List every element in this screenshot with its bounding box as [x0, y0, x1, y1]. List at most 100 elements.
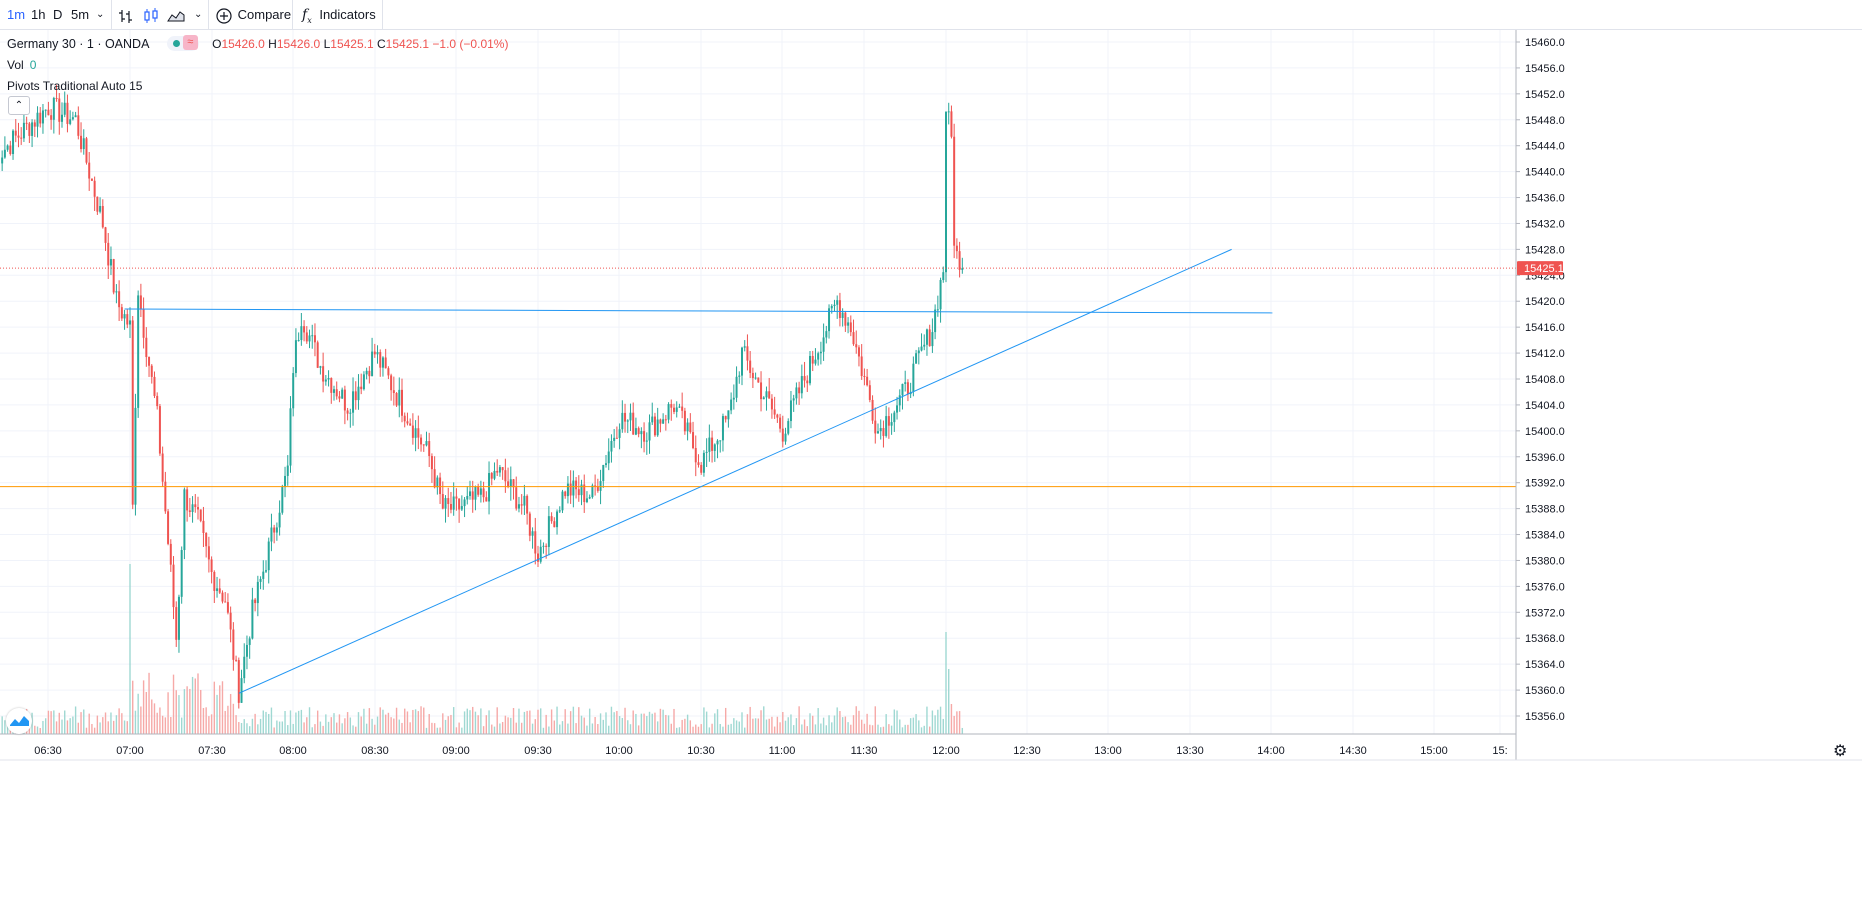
volume-label[interactable]: Vol [7, 58, 24, 72]
volume-bar [529, 710, 531, 734]
candles-icon[interactable] [143, 0, 159, 29]
volume-bar [414, 709, 417, 734]
price-tick-label: 15448.0 [1525, 115, 1565, 127]
volume-bar [96, 715, 99, 734]
market-status-badge[interactable]: ≈ [166, 35, 199, 52]
volume-bar [637, 725, 640, 734]
candle-body [572, 480, 575, 496]
volume-bar [915, 714, 917, 734]
candle-body [517, 504, 520, 509]
volume-bar [673, 708, 675, 734]
volume-bar [632, 710, 634, 734]
candle-body [297, 340, 300, 342]
candle-body [365, 370, 368, 375]
candle-body [93, 180, 96, 197]
candle-body [169, 543, 172, 565]
interval-1m-button[interactable]: 1m [7, 7, 26, 22]
candle-body [534, 531, 537, 554]
candle-body [754, 377, 757, 379]
candle-body [501, 467, 504, 471]
candle-body [550, 516, 553, 522]
candle-body [142, 308, 145, 338]
volume-bar [455, 727, 458, 734]
candle-body [33, 122, 36, 127]
tradingview-logo-icon[interactable] [6, 708, 32, 734]
chart-style-chevron-icon[interactable]: ⌄ [194, 9, 203, 20]
candle-body [942, 272, 945, 281]
volume-bar [365, 723, 368, 734]
time-tick-label: 11:30 [851, 745, 878, 757]
area-style-icon[interactable] [167, 0, 185, 29]
volume-bar [452, 707, 455, 734]
price-tick-label: 15432.0 [1525, 218, 1565, 230]
axes-layer: 15460.0 15456.0 15452.0 15448.0 15444.0 15440… [0, 30, 1862, 761]
candle-body [596, 486, 599, 491]
volume-bar [74, 706, 77, 734]
volume-bar [352, 725, 354, 734]
interval-1h-button[interactable]: 1h [31, 7, 46, 22]
candle-body [760, 382, 763, 400]
volume-bar [61, 719, 63, 734]
candle-body [917, 350, 920, 354]
volume-bar [768, 718, 770, 734]
candle-body [825, 331, 828, 338]
volume-bar [871, 725, 874, 734]
candle-body [594, 485, 597, 487]
candle-body [792, 398, 795, 401]
candle-body [281, 487, 284, 513]
collapse-legend-chevron-up-icon[interactable]: ⌃ [8, 96, 30, 115]
volume-bar [159, 707, 161, 734]
candle-body [738, 375, 741, 377]
candle-body [849, 322, 852, 333]
candle-body [724, 416, 727, 420]
volume-bar [817, 708, 819, 734]
candle-body [44, 109, 47, 111]
candle-body [235, 659, 238, 661]
price-tick-label: 15408.0 [1525, 374, 1565, 386]
volume-bar [238, 722, 240, 734]
volume-bar [798, 706, 800, 734]
candle-body [31, 122, 34, 136]
settings-gear-icon[interactable]: ⚙ [1833, 743, 1848, 760]
volume-bar [107, 721, 109, 734]
volume-bar [904, 724, 906, 734]
volume-bar [219, 685, 221, 734]
candle-body [39, 112, 42, 124]
volume-bar [246, 723, 248, 734]
compare-label: Compare [237, 7, 292, 22]
volume-bar [825, 725, 828, 734]
candle-body [482, 488, 485, 498]
volume-bar [251, 718, 254, 734]
candle-body [460, 506, 463, 510]
volume-bar [550, 709, 553, 734]
pivots-legend[interactable]: Pivots Traditional Auto 15 [7, 79, 143, 93]
candle-body [444, 498, 447, 509]
candle-body [798, 387, 801, 394]
volume-bar [654, 712, 656, 734]
candle-body [708, 437, 711, 452]
interval-dropdown-chevron-icon[interactable]: ⌄ [96, 9, 105, 20]
time-tick-label: 09:30 [524, 745, 552, 757]
volume-bar [779, 722, 781, 734]
candle-body [626, 420, 629, 422]
symbol-title[interactable]: Germany 30 · 1 · OANDA [7, 37, 150, 51]
candle-body [673, 407, 675, 412]
interval-5m-button[interactable]: 5m [71, 7, 90, 22]
volume-bar [545, 714, 547, 734]
candle-body [561, 491, 564, 511]
candle-body [99, 206, 102, 212]
indicators-button[interactable]: fx Indicators [302, 0, 376, 29]
volume-bar [833, 715, 836, 734]
volume-bar [608, 725, 610, 734]
bar-style-icon[interactable] [118, 0, 134, 29]
volume-bar [937, 709, 939, 734]
volume-bar [395, 707, 398, 734]
compare-button[interactable]: Compare [216, 0, 291, 29]
volume-bar [667, 715, 670, 734]
candle-body [118, 291, 121, 308]
candle-body [629, 412, 632, 421]
volume-bar [746, 714, 749, 734]
interval-d-button[interactable]: D [53, 7, 63, 22]
volume-bar [586, 725, 588, 734]
